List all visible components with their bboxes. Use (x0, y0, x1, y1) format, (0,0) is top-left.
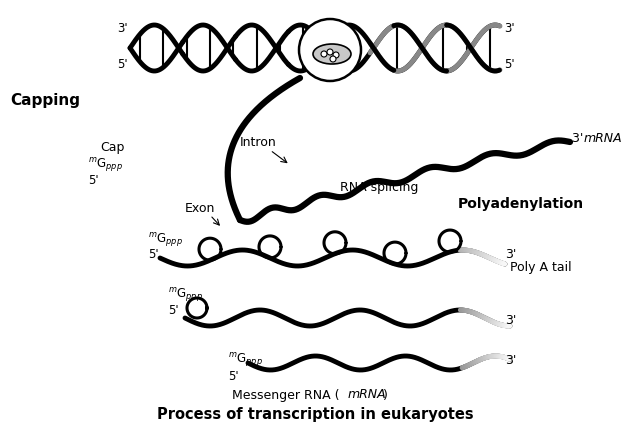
Text: RNA splicing: RNA splicing (340, 181, 418, 194)
Text: 3': 3' (505, 353, 516, 366)
Text: 5': 5' (117, 57, 128, 70)
Ellipse shape (313, 44, 351, 64)
Text: Cap: Cap (100, 142, 124, 154)
Text: 3': 3' (505, 314, 516, 326)
Text: $^{m}$G$_{ppp}$: $^{m}$G$_{ppp}$ (168, 286, 203, 304)
Text: 5': 5' (228, 369, 239, 383)
Text: Exon: Exon (185, 202, 215, 214)
Text: $^{m}$G$_{ppp}$: $^{m}$G$_{ppp}$ (228, 351, 263, 369)
Text: ): ) (383, 389, 388, 402)
Text: Messenger RNA (: Messenger RNA ( (232, 389, 339, 402)
Text: 3': 3' (572, 132, 587, 145)
Text: Process of transcription in eukaryotes: Process of transcription in eukaryotes (156, 408, 473, 423)
Text: 5': 5' (88, 173, 98, 187)
Text: Poly A tail: Poly A tail (510, 262, 572, 275)
Circle shape (330, 56, 336, 62)
Text: Polyadenylation: Polyadenylation (458, 197, 584, 211)
Text: Capping: Capping (10, 93, 80, 108)
Text: 3': 3' (505, 248, 516, 262)
Text: 5': 5' (148, 248, 158, 262)
Text: mRNA: mRNA (348, 389, 387, 402)
Text: 3': 3' (504, 21, 515, 34)
Text: mRNA: mRNA (584, 132, 623, 145)
Circle shape (327, 49, 333, 55)
Text: Intron: Intron (240, 136, 276, 149)
Text: 5': 5' (504, 57, 515, 70)
Text: 3': 3' (117, 21, 128, 34)
Text: 5': 5' (168, 305, 179, 317)
Text: $^{m}$G$_{ppp}$: $^{m}$G$_{ppp}$ (148, 231, 183, 249)
Circle shape (321, 51, 327, 57)
Circle shape (333, 52, 339, 58)
Ellipse shape (299, 19, 361, 81)
Text: $^{m}$G$_{ppp}$: $^{m}$G$_{ppp}$ (88, 156, 123, 174)
